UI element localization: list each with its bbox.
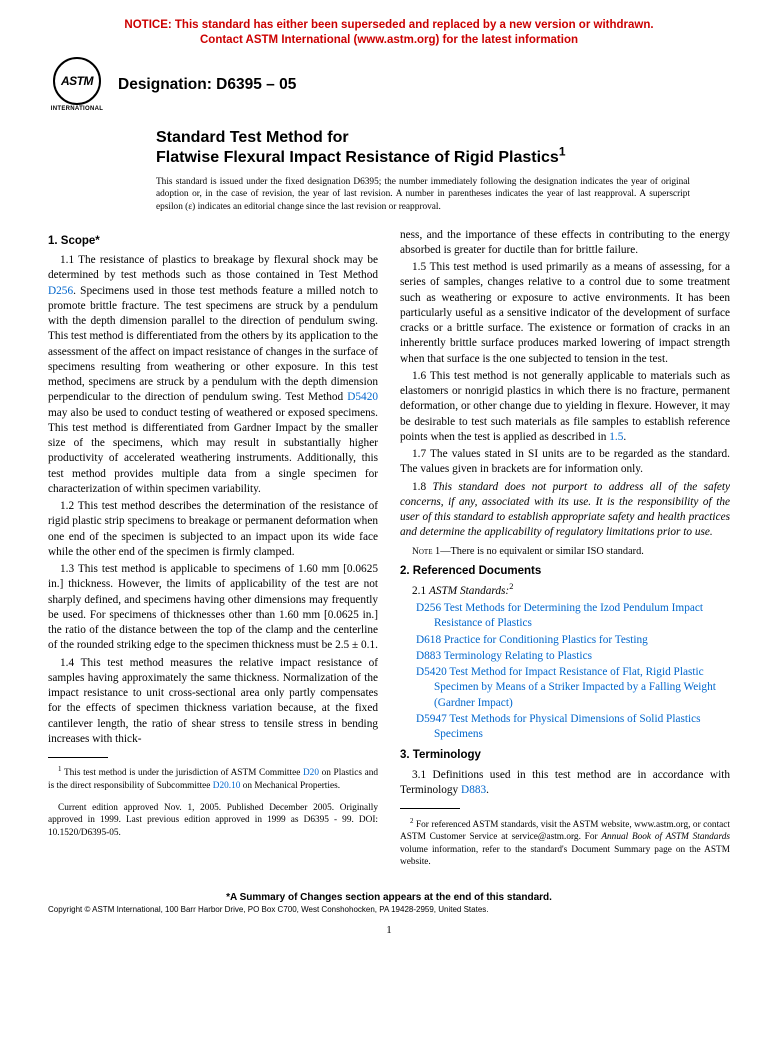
ref-d883: D883 Terminology Relating to Plastics [400,649,730,664]
para-1-6: 1.6 This test method is not generally ap… [400,369,730,445]
title-block: Standard Test Method for Flatwise Flexur… [156,128,730,168]
para-1-5: 1.5 This test method is used primarily a… [400,260,730,367]
refs-sub: 2.1 ASTM Standards:2 [400,584,730,599]
scope-head: 1. Scope* [48,234,378,250]
designation-text: Designation: D6395 – 05 [118,76,296,94]
title-main-text: Flatwise Flexural Impact Resistance of R… [156,149,559,166]
para-1-8: 1.8 This standard does not purport to ad… [400,480,730,541]
logo-subtitle: INTERNATIONAL [51,106,103,112]
footnote-separator-right [400,808,460,809]
page-number: 1 [48,924,730,936]
link-ref-d256[interactable]: D256 [416,602,441,614]
ref-d5420: D5420 Test Method for Impact Resistance … [400,665,730,711]
link-d20-10[interactable]: D20.10 [213,781,241,791]
copyright: Copyright © ASTM International, 100 Barr… [48,905,730,914]
notice-line2: Contact ASTM International (www.astm.org… [200,34,578,46]
title-sup: 1 [559,145,566,159]
para-1-2: 1.2 This test method describes the deter… [48,499,378,560]
body-columns: 1. Scope* 1.1 The resistance of plastics… [48,228,730,879]
title-pre: Standard Test Method for [156,128,730,148]
note-1: Note 1—There is no equivalent or similar… [400,545,730,559]
link-1-5[interactable]: 1.5 [609,431,623,443]
term-head: 3. Terminology [400,748,730,764]
astm-logo: ASTM INTERNATIONAL [48,56,106,114]
column-left: 1. Scope* 1.1 The resistance of plastics… [48,228,378,879]
title-main: Flatwise Flexural Impact Resistance of R… [156,148,730,168]
link-ref-d883[interactable]: D883 [416,650,441,662]
column-right: ness, and the importance of these effect… [400,228,730,879]
para-1-7: 1.7 The values stated in SI units are to… [400,447,730,478]
link-ref-d5420[interactable]: D5420 [416,666,447,678]
notice-banner: NOTICE: This standard has either been su… [48,18,730,48]
para-1-1: 1.1 The resistance of plastics to breaka… [48,253,378,497]
ref-d256: D256 Test Methods for Determining the Iz… [400,601,730,632]
notice-line1: NOTICE: This standard has either been su… [124,19,653,31]
para-3-1: 3.1 Definitions used in this test method… [400,768,730,799]
para-1-3: 1.3 This test method is applicable to sp… [48,562,378,654]
designation-row: ASTM INTERNATIONAL Designation: D6395 – … [48,56,730,114]
footnote-separator-left [48,757,108,758]
issuance-note: This standard is issued under the fixed … [156,176,690,214]
link-d256[interactable]: D256 [48,285,73,297]
link-d883-2[interactable]: D883 [461,784,486,796]
footnote-1: 1 This test method is under the jurisdic… [48,767,378,792]
para-1-4-cont: ness, and the importance of these effect… [400,228,730,259]
footnote-1b: Current edition approved Nov. 1, 2005. P… [48,802,378,840]
footnote-2: 2 For referenced ASTM standards, visit t… [400,819,730,869]
para-1-4: 1.4 This test method measures the relati… [48,656,378,748]
refs-head: 2. Referenced Documents [400,564,730,580]
footer-summary: *A Summary of Changes section appears at… [48,892,730,903]
link-ref-d5947[interactable]: D5947 [416,713,447,725]
page: NOTICE: This standard has either been su… [0,0,778,956]
ref-d5947: D5947 Test Methods for Physical Dimensio… [400,712,730,743]
link-d20[interactable]: D20 [303,768,319,778]
logo-acronym: ASTM [53,57,101,105]
link-d5420[interactable]: D5420 [347,391,378,403]
ref-d618: D618 Practice for Conditioning Plastics … [400,633,730,648]
link-ref-d618[interactable]: D618 [416,634,441,646]
